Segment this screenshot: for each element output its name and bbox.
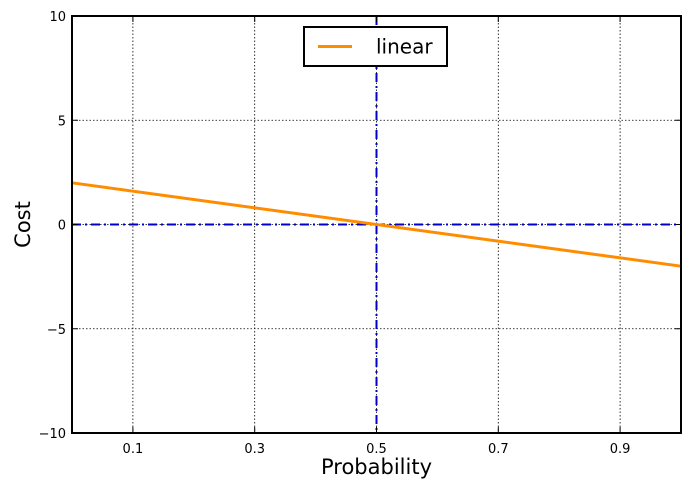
- legend-label: linear: [376, 35, 433, 59]
- series-line-linear: [71, 181, 682, 268]
- y-tick-label: 10: [49, 10, 66, 25]
- y-axis-label: Cost: [11, 201, 35, 248]
- y-tick-label: −5: [47, 323, 66, 338]
- y-tick-label: −10: [39, 427, 66, 442]
- x-tick-label: 0.1: [123, 442, 144, 457]
- axis-ticks: 0.1 0.3 0.5 0.7 0.9 −10 −5 0 5 10: [39, 10, 681, 457]
- x-tick-label: 0.9: [610, 442, 631, 457]
- x-tick-label: 0.5: [366, 442, 387, 457]
- y-tick-label: 5: [58, 114, 66, 129]
- x-tick-label: 0.3: [244, 442, 265, 457]
- x-axis-label: Probability: [321, 455, 432, 479]
- series-lines: [71, 181, 682, 268]
- x-tick-label: 0.7: [488, 442, 509, 457]
- legend: linear: [303, 26, 448, 67]
- y-tick-label: 0: [58, 219, 66, 234]
